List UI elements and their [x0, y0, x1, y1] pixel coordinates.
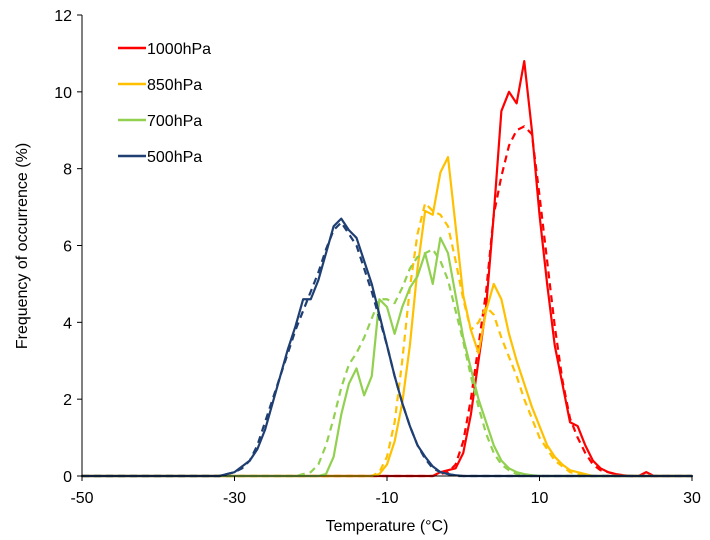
x-tick-label: -30: [223, 490, 246, 507]
y-axis-title: Frequency of occurrence (%): [14, 143, 31, 349]
x-tick-label: -10: [375, 490, 398, 507]
y-tick-label: 12: [54, 8, 72, 25]
y-tick-label: 6: [63, 239, 72, 256]
y-tick-label: 0: [63, 469, 72, 486]
x-tick-label: 10: [531, 490, 549, 507]
legend-label: 1000hPa: [147, 41, 211, 58]
dashed-series-line-5: [82, 248, 692, 478]
series-line-6: [80, 217, 694, 478]
x-axis-title: Temperature (°C): [326, 518, 449, 535]
dashed-series-line-1: [82, 125, 692, 478]
series-line-4: [80, 236, 694, 478]
legend: 1000hPa 850hPa 700hPa 500hPa: [118, 41, 211, 166]
legend-label: 700hPa: [147, 113, 202, 130]
y-tick-label: 10: [54, 85, 72, 102]
axis-layer: 0 2 4 6 8 10 12 -50 -30 -10 10 30: [54, 8, 701, 507]
dashed-series-line-3: [82, 202, 692, 478]
y-tick-label: 2: [63, 392, 72, 409]
legend-label: 500hPa: [147, 149, 202, 166]
series-line-2: [80, 156, 694, 478]
x-tick-label: 30: [683, 490, 701, 507]
y-tick-label: 4: [63, 315, 72, 332]
dashed-series-line-7: [82, 221, 692, 478]
y-tick-label: 8: [63, 162, 72, 179]
x-tick-label: -50: [70, 490, 93, 507]
legend-label: 850hPa: [147, 77, 202, 94]
